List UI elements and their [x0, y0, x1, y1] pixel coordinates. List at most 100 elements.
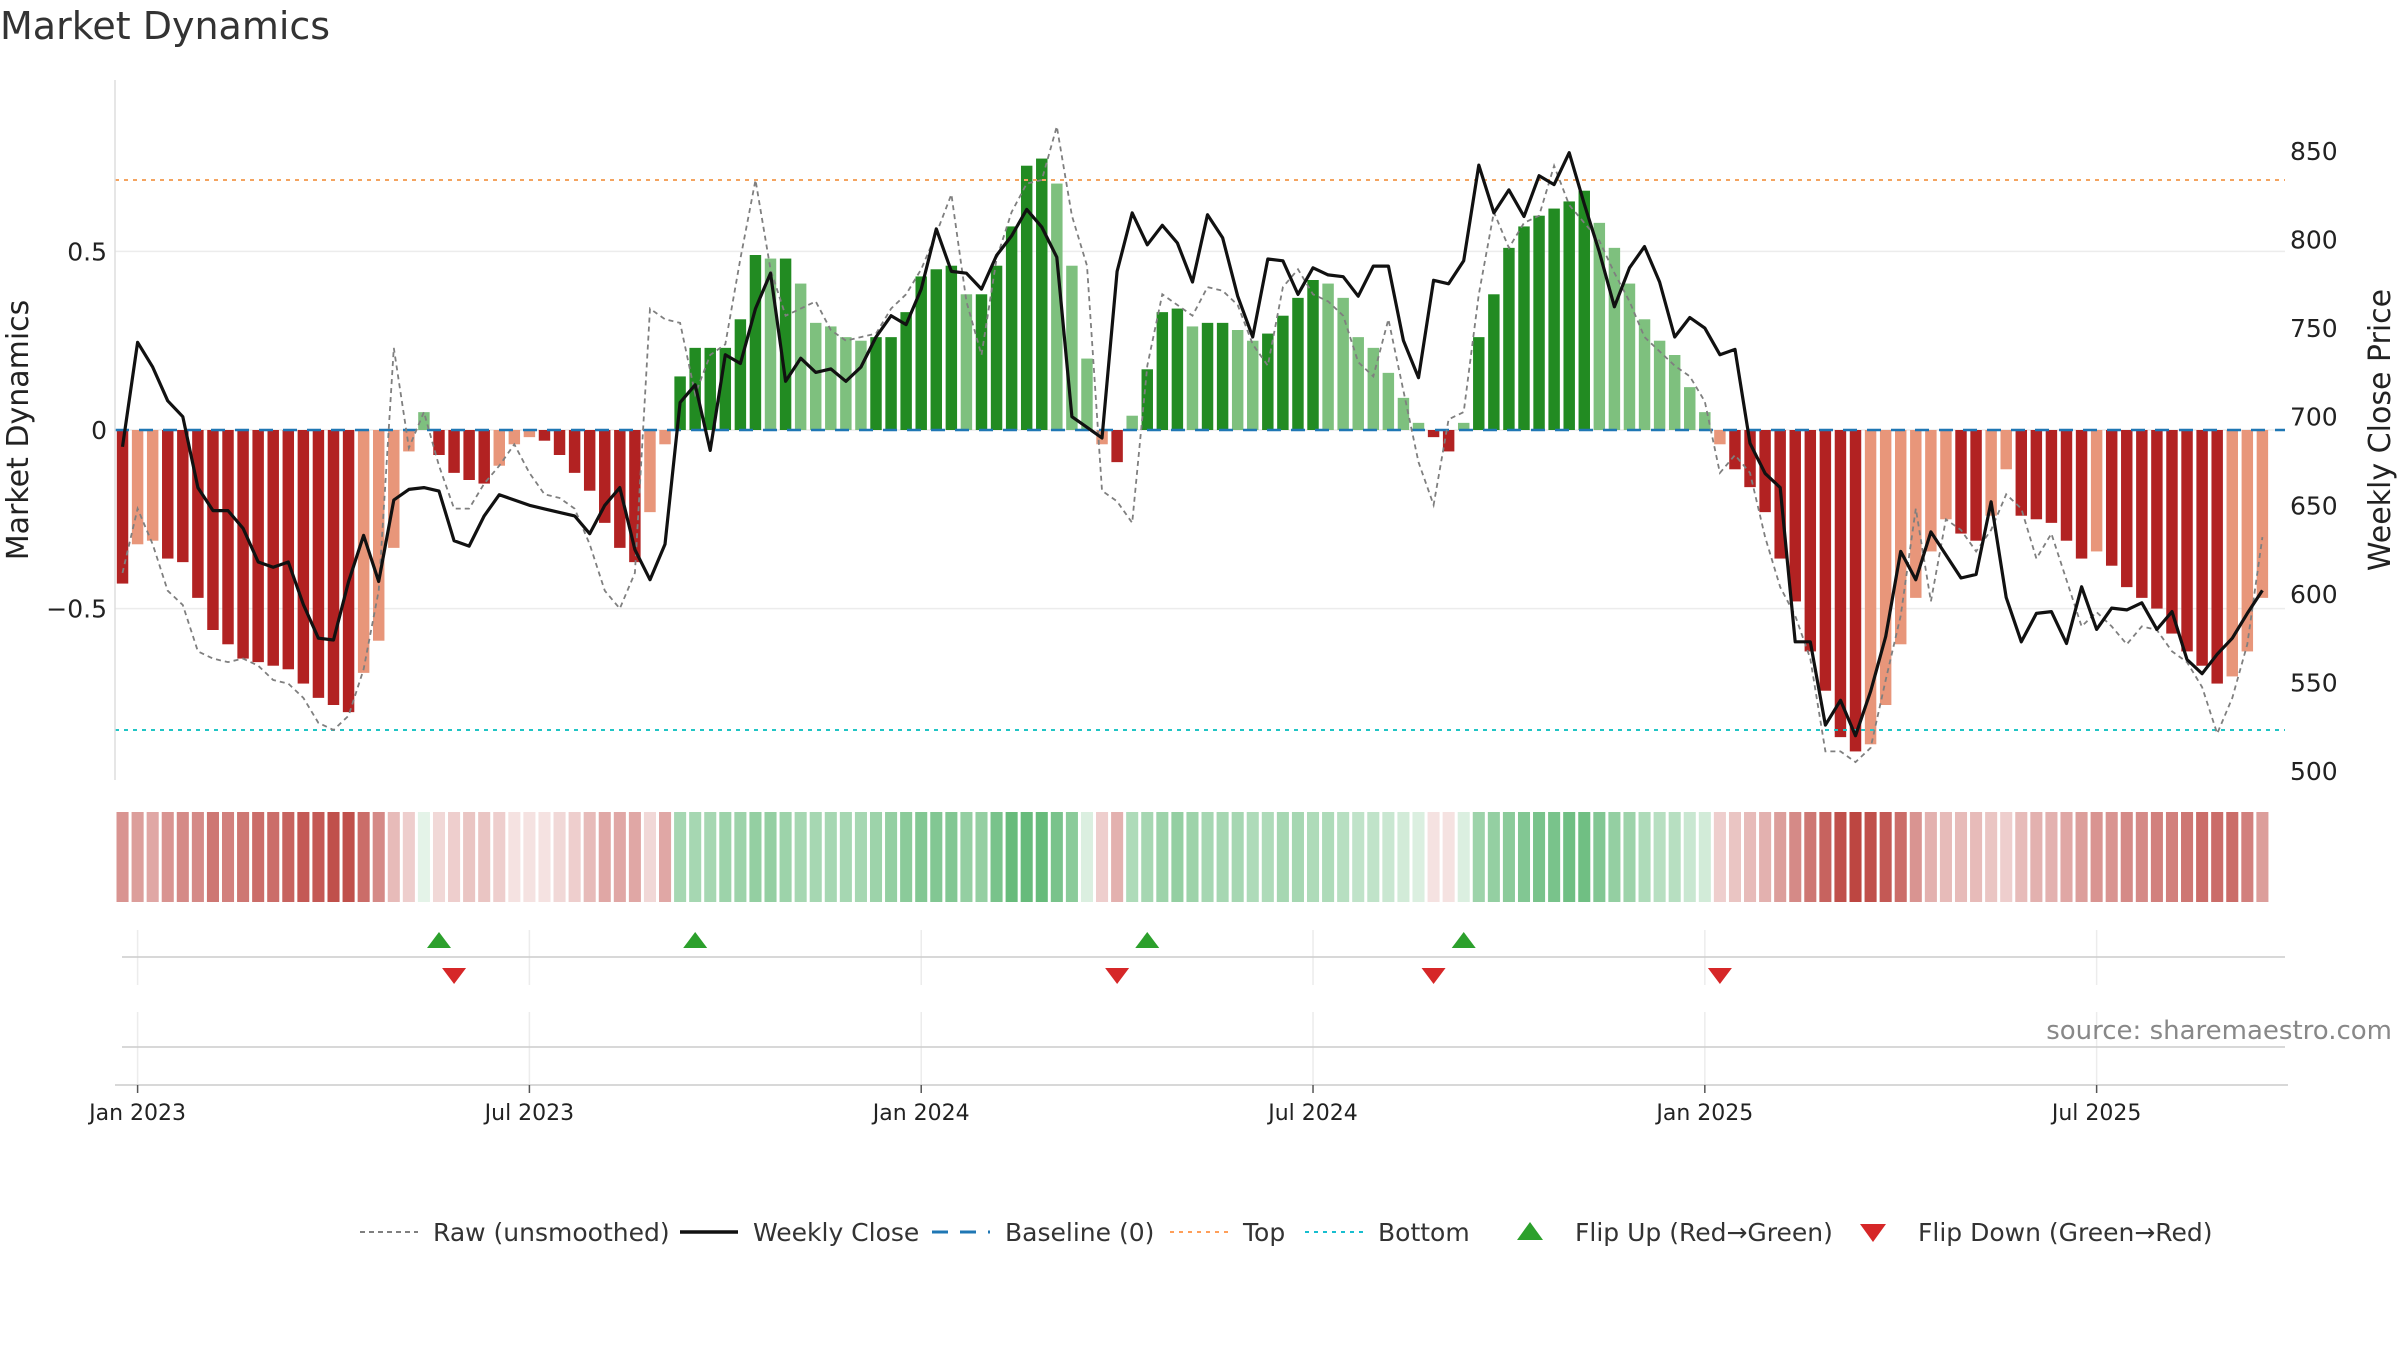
regime-cell — [1457, 812, 1470, 902]
left-tick-label: 0 — [91, 416, 107, 445]
regime-cell — [2256, 812, 2269, 902]
histogram-bar — [508, 430, 521, 445]
regime-cell — [2105, 812, 2118, 902]
histogram-bar — [659, 430, 671, 445]
regime-cell — [1970, 812, 1983, 902]
histogram-bar — [764, 258, 777, 430]
regime-cell — [252, 812, 265, 902]
right-axis-label: Weekly Close Price — [2363, 289, 2398, 571]
histogram-bar — [1668, 355, 1681, 430]
histogram-bar — [2030, 430, 2043, 520]
regime-cell — [915, 812, 928, 902]
regime-cell — [659, 812, 672, 902]
histogram-bar — [297, 430, 310, 684]
source-credit: source: sharemaestro.com — [2046, 1016, 2392, 1046]
regime-cell — [2120, 812, 2133, 902]
regime-cell — [1367, 812, 1380, 902]
regime-cell — [1668, 812, 1681, 902]
x-tick-label: Jan 2023 — [87, 1101, 186, 1126]
regime-cell — [1759, 812, 1772, 902]
regime-cell — [1397, 812, 1410, 902]
legend-label-close: Weekly Close — [753, 1218, 919, 1247]
right-tick-label: 500 — [2290, 757, 2338, 786]
regime-cell — [990, 812, 1003, 902]
histogram-bar — [116, 430, 129, 584]
histogram-bar — [1231, 330, 1244, 430]
legend-label-flipup: Flip Up (Red→Green) — [1575, 1218, 1833, 1247]
regime-cell — [689, 812, 702, 902]
regime-cell — [1548, 812, 1561, 902]
histogram-bar — [327, 430, 340, 705]
histogram-bars — [116, 158, 2269, 752]
regime-cell — [2060, 812, 2073, 902]
regime-cell — [297, 812, 310, 902]
regime-cell — [1065, 812, 1078, 902]
flip-down-marker — [1707, 968, 1732, 984]
histogram-bar — [1036, 158, 1048, 430]
regime-cell — [2226, 812, 2239, 902]
histogram-bar — [403, 430, 415, 452]
reference-lines — [115, 179, 2285, 731]
histogram-bar — [1201, 322, 1214, 430]
regime-strip — [116, 812, 2269, 902]
histogram-bar — [207, 430, 219, 630]
regime-cell — [237, 812, 250, 902]
x-tick-label: Jan 2024 — [871, 1101, 970, 1126]
regime-cell — [809, 812, 822, 902]
regime-cell — [1924, 812, 1937, 902]
regime-cell — [1005, 812, 1018, 902]
regime-cell — [176, 812, 189, 902]
histogram-bar — [1427, 430, 1440, 438]
regime-cell — [1608, 812, 1621, 902]
histogram-bar — [599, 430, 611, 523]
regime-cell — [1909, 812, 1922, 902]
flip-down-marker — [442, 968, 467, 984]
histogram-bar — [1186, 326, 1199, 430]
histogram-bar — [583, 430, 596, 491]
histogram-bar — [1216, 322, 1229, 430]
regime-cell — [116, 812, 129, 902]
right-tick-label: 600 — [2290, 580, 2338, 609]
histogram-bar — [629, 430, 641, 563]
histogram-bar — [267, 430, 279, 666]
legend-label-top: Top — [1242, 1218, 1285, 1247]
histogram-bar — [1247, 340, 1259, 430]
histogram-bar — [1322, 283, 1334, 430]
regime-cell — [417, 812, 430, 902]
regime-cell — [1216, 812, 1229, 902]
histogram-bar — [1352, 337, 1364, 430]
histogram-bar — [1864, 430, 1877, 745]
histogram-bar — [1337, 297, 1349, 430]
histogram-bar — [1292, 297, 1304, 430]
histogram-bar — [448, 430, 460, 473]
histogram-bar — [2136, 430, 2148, 598]
histogram-bar — [810, 322, 822, 430]
histogram-bar — [478, 430, 490, 484]
histogram-bar — [2196, 430, 2208, 666]
histogram-bar — [342, 430, 355, 713]
regime-cell — [387, 812, 400, 902]
regime-cell — [508, 812, 521, 902]
regime-cell — [2165, 812, 2179, 902]
right-tick-label: 850 — [2290, 137, 2338, 166]
weekly-close-line — [120, 151, 2264, 738]
histogram-bar — [1684, 387, 1696, 430]
legend-label-bottom: Bottom — [1378, 1218, 1470, 1247]
histogram-bar — [2151, 430, 2163, 609]
histogram-bar — [523, 430, 536, 438]
histogram-bar — [1729, 430, 1741, 470]
regime-cell — [1472, 812, 1485, 902]
histogram-bar — [418, 412, 430, 430]
regime-cell — [2211, 812, 2224, 902]
regime-cell — [357, 812, 370, 902]
histogram-bar — [1382, 372, 1395, 430]
regime-cell — [1186, 812, 1199, 902]
regime-cell — [1502, 812, 1515, 902]
histogram-bar — [357, 430, 370, 673]
regime-cell — [1352, 812, 1365, 902]
histogram-bar — [2211, 430, 2223, 684]
regime-cell — [960, 812, 973, 902]
regime-cell — [191, 812, 204, 902]
regime-cell — [1412, 812, 1425, 902]
regime-cell — [493, 812, 506, 902]
